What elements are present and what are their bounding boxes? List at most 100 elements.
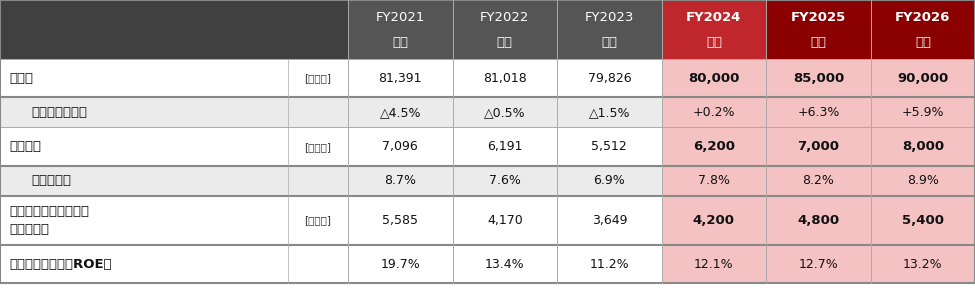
Bar xyxy=(348,59,452,97)
Bar xyxy=(452,245,557,283)
Bar xyxy=(348,166,452,196)
Text: 12.7%: 12.7% xyxy=(799,258,838,271)
Bar xyxy=(766,245,871,283)
Text: 3,649: 3,649 xyxy=(592,214,627,227)
Text: FY2024: FY2024 xyxy=(686,11,742,24)
Text: 目標: 目標 xyxy=(915,36,931,49)
Text: 80,000: 80,000 xyxy=(688,72,740,85)
Bar xyxy=(0,196,348,245)
Text: 81,391: 81,391 xyxy=(378,72,422,85)
Text: 7,000: 7,000 xyxy=(798,140,839,153)
Text: 5,585: 5,585 xyxy=(382,214,418,227)
Bar xyxy=(766,166,871,196)
Bar xyxy=(871,0,975,59)
Bar xyxy=(0,127,348,166)
Bar xyxy=(557,166,662,196)
Text: 前期対比成長率: 前期対比成長率 xyxy=(31,106,87,119)
Text: 7.8%: 7.8% xyxy=(698,174,730,188)
Bar xyxy=(766,196,871,245)
Text: 90,000: 90,000 xyxy=(897,72,949,85)
Bar xyxy=(662,127,766,166)
Text: FY2023: FY2023 xyxy=(585,11,634,24)
Bar xyxy=(0,166,348,196)
Text: 19.7%: 19.7% xyxy=(380,258,420,271)
Text: +5.9%: +5.9% xyxy=(902,106,944,119)
Bar xyxy=(557,0,662,59)
Bar xyxy=(871,166,975,196)
Text: 12.1%: 12.1% xyxy=(694,258,734,271)
Bar xyxy=(557,196,662,245)
Text: 親会社株主に帰属する: 親会社株主に帰属する xyxy=(10,205,90,218)
Text: 実績: 実績 xyxy=(392,36,409,49)
Bar xyxy=(452,166,557,196)
Text: 85,000: 85,000 xyxy=(793,72,844,85)
Text: 6.9%: 6.9% xyxy=(594,174,625,188)
Bar xyxy=(662,59,766,97)
Text: △1.5%: △1.5% xyxy=(589,106,630,119)
Bar xyxy=(662,0,766,59)
Bar xyxy=(0,0,348,59)
Text: 79,826: 79,826 xyxy=(588,72,631,85)
Bar xyxy=(871,127,975,166)
Bar xyxy=(766,0,871,59)
Bar xyxy=(348,245,452,283)
Text: 4,800: 4,800 xyxy=(798,214,839,227)
Bar xyxy=(452,196,557,245)
Bar xyxy=(452,59,557,97)
Text: +0.2%: +0.2% xyxy=(692,106,735,119)
Text: △4.5%: △4.5% xyxy=(379,106,421,119)
Text: 6,200: 6,200 xyxy=(693,140,735,153)
Bar xyxy=(871,196,975,245)
Bar xyxy=(766,59,871,97)
Text: [百万円]: [百万円] xyxy=(304,142,332,152)
Bar xyxy=(662,196,766,245)
Text: 7.6%: 7.6% xyxy=(488,174,521,188)
Text: [百万円]: [百万円] xyxy=(304,215,332,226)
Text: 8.2%: 8.2% xyxy=(802,174,835,188)
Text: 5,512: 5,512 xyxy=(592,140,627,153)
Bar xyxy=(871,59,975,97)
Text: 8.9%: 8.9% xyxy=(907,174,939,188)
Bar xyxy=(0,59,348,97)
Bar xyxy=(662,245,766,283)
Text: 7,096: 7,096 xyxy=(382,140,418,153)
Bar xyxy=(0,245,348,283)
Bar xyxy=(348,97,452,127)
Text: FY2021: FY2021 xyxy=(375,11,425,24)
Text: 経常利益率: 経常利益率 xyxy=(31,174,71,188)
Text: 当期純利益: 当期純利益 xyxy=(10,223,50,236)
Bar xyxy=(348,127,452,166)
Text: 経常利益: 経常利益 xyxy=(10,140,42,153)
Bar xyxy=(557,245,662,283)
Text: 81,018: 81,018 xyxy=(483,72,526,85)
Text: 6,191: 6,191 xyxy=(488,140,523,153)
Text: 売上高: 売上高 xyxy=(10,72,34,85)
Text: 目標: 目標 xyxy=(706,36,722,49)
Bar xyxy=(0,97,348,127)
Text: 実績: 実績 xyxy=(602,36,617,49)
Bar xyxy=(766,127,871,166)
Bar xyxy=(452,97,557,127)
Text: 目標: 目標 xyxy=(810,36,827,49)
Bar xyxy=(557,127,662,166)
Text: FY2026: FY2026 xyxy=(895,11,951,24)
Bar xyxy=(662,97,766,127)
Bar xyxy=(452,0,557,59)
Text: [百万円]: [百万円] xyxy=(304,73,332,83)
Text: 5,400: 5,400 xyxy=(902,214,944,227)
Text: +6.3%: +6.3% xyxy=(798,106,839,119)
Bar xyxy=(662,166,766,196)
Text: 実績: 実績 xyxy=(497,36,513,49)
Text: FY2025: FY2025 xyxy=(791,11,846,24)
Bar xyxy=(452,127,557,166)
Text: 13.2%: 13.2% xyxy=(903,258,943,271)
Text: FY2022: FY2022 xyxy=(480,11,529,24)
Bar xyxy=(557,59,662,97)
Bar xyxy=(557,97,662,127)
Bar xyxy=(871,97,975,127)
Text: 13.4%: 13.4% xyxy=(485,258,525,271)
Text: △0.5%: △0.5% xyxy=(484,106,526,119)
Bar xyxy=(766,97,871,127)
Bar xyxy=(348,0,452,59)
Bar xyxy=(871,245,975,283)
